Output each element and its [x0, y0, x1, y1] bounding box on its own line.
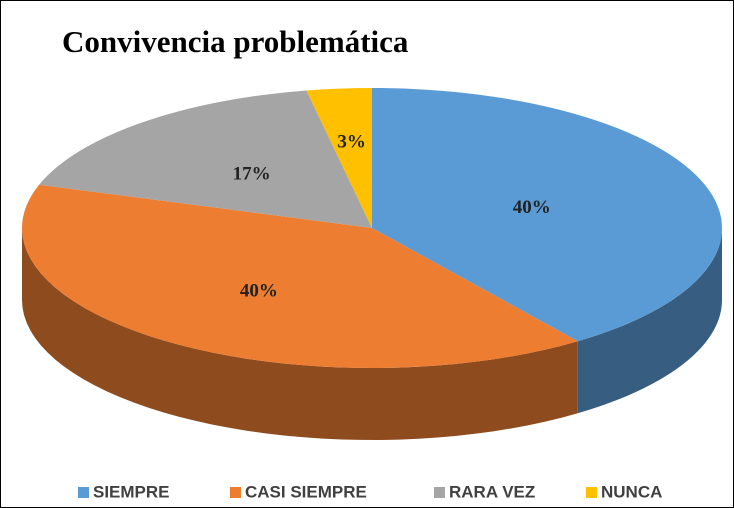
- legend-label: NUNCA: [601, 482, 662, 501]
- data-label: 40%: [240, 280, 278, 301]
- legend-swatch: [586, 487, 597, 498]
- legend-swatch: [78, 487, 89, 498]
- legend-label: CASI SIEMPRE: [245, 482, 367, 501]
- legend-swatch: [434, 487, 445, 498]
- slice: [372, 88, 722, 342]
- legend-label: RARA VEZ: [449, 482, 535, 501]
- slice: [21, 184, 578, 368]
- legend-swatch: [230, 487, 241, 498]
- chart-title: Convivencia problemática: [62, 24, 409, 59]
- slice-side: [577, 228, 722, 414]
- slice-side: [22, 228, 578, 440]
- pie-sides: [22, 228, 722, 440]
- legend-label: SIEMPRE: [93, 482, 170, 501]
- data-label: 3%: [337, 132, 366, 153]
- slice: [306, 88, 372, 228]
- data-label: 40%: [513, 197, 551, 218]
- data-label: 17%: [233, 163, 271, 184]
- slice: [39, 90, 372, 228]
